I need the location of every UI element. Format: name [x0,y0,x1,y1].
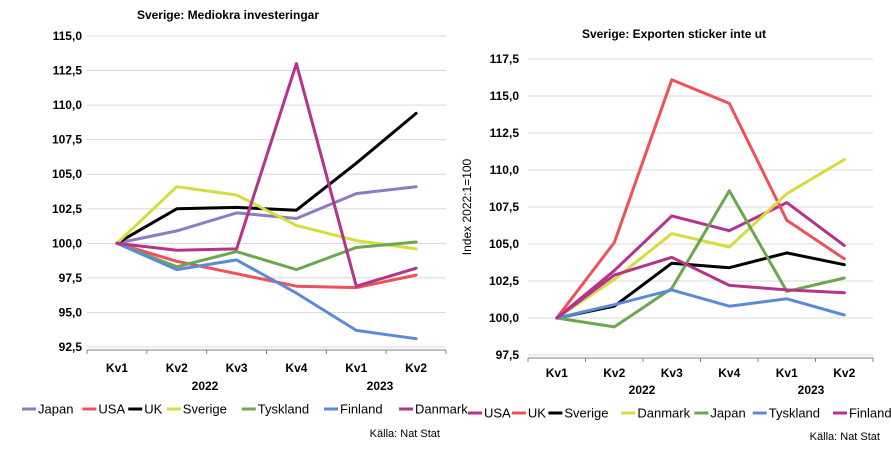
x-tick-label: Kv2 [833,366,855,380]
y-tick-label: 115,0 [53,29,83,43]
series-line-danmark [115,62,418,288]
legend-label: Sverige [564,406,608,421]
y-tick-label: 107,5 [489,200,519,214]
left-x-axis: Kv1 Kv2 Kv3 Kv4 Kv1 Kv2 2022 2023 [86,349,447,393]
y-tick-label: 105,0 [52,167,82,181]
x-tick-label: Kv1 [106,361,128,375]
series-line-usa [555,201,846,320]
y-tick-label: 110,0 [53,98,83,112]
y-tick-label: 95,0 [59,305,83,319]
y-tick-label: 105,0 [489,237,519,251]
series-line-finland [555,255,846,320]
x-year-label: 2023 [798,383,825,397]
legend-label: USA [98,402,125,417]
right-gridlines [528,58,873,356]
legend-label: Tyskland [258,402,309,417]
x-year-label: 2023 [367,379,394,393]
x-year-label: 2022 [629,383,656,397]
legend-label: Danmark [637,406,690,421]
legend-label: Japan [38,402,73,417]
legend-label: Finland [340,402,383,417]
legend-label: USA [484,406,511,421]
legend-label: UK [528,406,546,421]
x-tick-label: Kv4 [285,361,307,375]
y-tick-label: 112,5 [53,64,83,78]
x-tick-label: Kv3 [661,366,683,380]
right-chart-title: Sverige: Exporten sticker inte ut [582,27,766,41]
y-tick-label: 107,5 [52,133,82,147]
left-legend: Japan USA UK Sverige Tyskland Finland Danmark [22,402,468,417]
series-line-japan [115,185,418,245]
y-tick-label: 92,5 [59,340,83,354]
y-tick-label: 115,0 [490,89,520,103]
series-line-sverige [115,185,418,251]
series-line-tyskland [555,288,846,320]
right-legend: USA UK Sverige Danmark Japan Tyskland Finland [468,406,891,421]
left-series-group [115,62,418,341]
left-y-axis: 115,0 112,5 110,0 107,5 105,0 102,5 100,0 97,5 9… [52,29,82,354]
legend-label: UK [144,402,162,417]
legend-label: Tyskland [769,406,820,421]
series-line-uk [555,78,846,320]
x-tick-label: Kv2 [603,366,625,380]
x-tick-label: Kv1 [776,366,798,380]
legend-label: Japan [710,406,745,421]
left-chart-title: Sverige: Mediokra investeringar [137,8,319,22]
right-y-axis-label: Index 2022:1=100 [460,158,474,255]
y-tick-label: 100,0 [489,311,519,325]
y-tick-label: 117,5 [490,52,520,66]
x-tick-label: Kv2 [166,361,188,375]
y-tick-label: 100,0 [52,236,82,250]
x-tick-label: Kv1 [546,366,568,380]
left-source-note: Källa: Nat Stat [370,428,440,440]
y-tick-label: 97,5 [59,271,83,285]
x-tick-label: Kv2 [405,361,427,375]
legend-label: Sverige [183,402,227,417]
x-tick-label: Kv4 [718,366,740,380]
right-x-axis: Kv1 Kv2 Kv3 Kv4 Kv1 Kv2 2022 2023 [527,357,874,397]
right-y-axis: 117,5 115,0 112,5 110,0 107,5 105,0 102,5 100,0… [489,52,519,362]
legend-label: Danmark [415,402,468,417]
right-source-note: Källa: Nat Stat [810,431,880,443]
y-tick-label: 102,5 [489,274,519,288]
x-year-label: 2022 [192,379,219,393]
right-chart: Sverige: Exporten sticker inte ut Index … [460,27,891,443]
y-tick-label: 102,5 [52,202,82,216]
left-gridlines [87,35,446,348]
series-line-tyskland [115,240,418,272]
right-series-group [555,78,846,329]
y-tick-label: 110,0 [490,163,520,177]
x-tick-label: Kv1 [345,361,367,375]
y-tick-label: 97,5 [496,348,520,362]
series-line-usa [115,241,418,290]
legend-label: Finland [849,406,891,421]
y-tick-label: 112,5 [490,126,520,140]
series-line-uk [115,111,418,245]
left-chart: Sverige: Mediokra investeringar 115,0 112… [22,8,468,440]
x-tick-label: Kv3 [226,361,248,375]
series-line-finland [115,241,418,341]
series-line-japan [555,189,846,329]
